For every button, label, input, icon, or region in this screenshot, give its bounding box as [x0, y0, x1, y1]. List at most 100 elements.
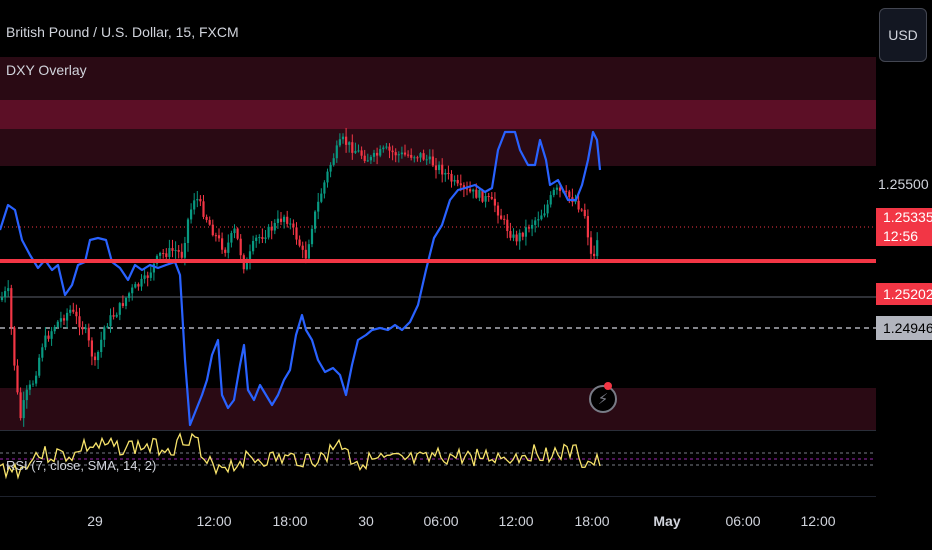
- candle-body: [555, 187, 558, 190]
- candle-body: [100, 339, 103, 353]
- candle-body: [196, 199, 199, 201]
- rsi-legend[interactable]: RSI (7, close, SMA, 14, 2): [6, 458, 157, 473]
- lightning-bolt-icon[interactable]: ⚡: [589, 385, 617, 413]
- candle-body: [351, 142, 354, 153]
- candle-body: [25, 389, 28, 401]
- candle-body: [512, 234, 515, 238]
- candle-body: [338, 139, 341, 146]
- time-label: 18:00: [574, 513, 610, 529]
- candle-body: [162, 253, 165, 255]
- candle-body: [307, 244, 310, 259]
- candle-body: [357, 150, 360, 152]
- candle-body: [558, 187, 562, 191]
- candle-body: [248, 251, 252, 262]
- candle-body: [50, 331, 53, 339]
- price-tag-red: 1.25202: [876, 283, 932, 305]
- candle-body: [543, 213, 546, 216]
- candle-body: [112, 315, 115, 317]
- candle-body: [159, 253, 162, 256]
- candle-body: [214, 235, 217, 237]
- candle-body: [289, 223, 292, 225]
- candle-body: [124, 297, 128, 306]
- candle-body: [314, 211, 317, 229]
- price-chart[interactable]: [0, 0, 876, 430]
- candle-body: [10, 288, 13, 328]
- zone-band: [0, 388, 876, 430]
- candle-body: [301, 245, 304, 250]
- candle-body: [475, 189, 478, 198]
- candle-body: [230, 233, 233, 243]
- candle-body: [283, 216, 286, 222]
- rsi-pane[interactable]: [0, 431, 876, 496]
- candle-body: [103, 327, 106, 340]
- candle-body: [115, 314, 118, 317]
- candle-body: [403, 152, 407, 155]
- candle-body: [121, 303, 124, 306]
- candle-body: [416, 157, 419, 159]
- candle-body: [310, 228, 314, 245]
- candle-body: [165, 253, 168, 257]
- candle-body: [273, 222, 276, 231]
- candle-body: [484, 196, 487, 202]
- candle-body: [546, 204, 549, 214]
- candle-body: [252, 240, 255, 252]
- candle-body: [270, 226, 273, 231]
- candle-body: [509, 231, 512, 238]
- candle-body: [261, 237, 264, 239]
- candle-body: [221, 238, 224, 250]
- candle-body: [391, 150, 394, 153]
- candle-body: [152, 263, 155, 273]
- candle-body: [292, 223, 295, 228]
- candle-body: [62, 318, 66, 321]
- candle-body: [56, 321, 59, 327]
- candle-body: [565, 190, 568, 192]
- candle-body: [41, 347, 44, 358]
- candle-body: [596, 240, 599, 257]
- candle-body: [168, 248, 171, 257]
- candle-body: [78, 316, 81, 328]
- candle-body: [431, 156, 434, 166]
- time-label: 06:00: [423, 513, 459, 529]
- candle-body: [7, 288, 10, 292]
- candle-body: [286, 216, 289, 224]
- candle-body: [81, 327, 84, 330]
- candle-body: [574, 200, 577, 203]
- candle-body: [410, 154, 413, 158]
- candle-body: [593, 253, 596, 257]
- rsi-line: [0, 432, 601, 480]
- candle-body: [245, 261, 248, 270]
- notification-dot: [604, 382, 612, 390]
- candle-body: [75, 311, 78, 317]
- price-axis[interactable]: [876, 0, 932, 550]
- candle-body: [345, 136, 348, 145]
- candle-body: [425, 159, 428, 161]
- candle-body: [326, 171, 329, 183]
- candle-body: [441, 164, 444, 175]
- candle-body: [208, 219, 211, 225]
- candle-body: [239, 238, 242, 256]
- candle-body: [97, 352, 100, 361]
- candle-body: [298, 239, 301, 246]
- candle-body: [109, 315, 112, 327]
- candle-body: [186, 219, 190, 243]
- symbol-title[interactable]: British Pound / U.S. Dollar, 15, FXCM: [6, 24, 239, 40]
- candle-body: [258, 237, 261, 239]
- candle-body: [193, 200, 196, 210]
- candle-body: [422, 153, 425, 160]
- candle-body: [428, 156, 431, 160]
- candles-group: [0, 127, 599, 427]
- candle-body: [394, 152, 397, 156]
- candle-body: [518, 232, 521, 242]
- candle-body: [462, 185, 465, 189]
- candle-body: [552, 189, 555, 196]
- candle-body: [372, 152, 376, 157]
- candle-body: [134, 284, 137, 288]
- chart-pane[interactable]: British Pound / U.S. Dollar, 15, FXCM DX…: [0, 0, 876, 430]
- candle-body: [137, 284, 140, 287]
- candle-body: [320, 193, 323, 202]
- currency-button[interactable]: USD: [879, 8, 927, 62]
- candle-body: [22, 400, 25, 419]
- candle-body: [217, 235, 221, 239]
- pane-divider[interactable]: [0, 430, 876, 431]
- overlay-legend[interactable]: DXY Overlay: [6, 62, 87, 78]
